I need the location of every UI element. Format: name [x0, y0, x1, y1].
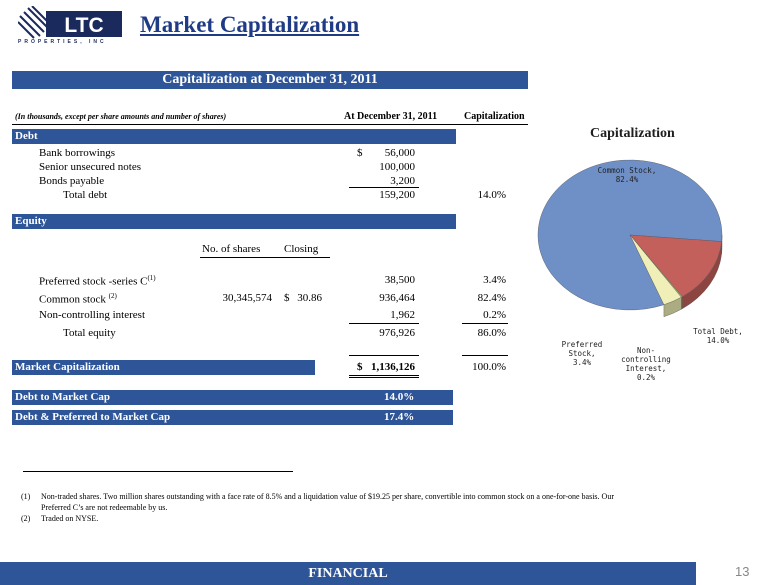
row-value: 38,500	[384, 274, 415, 286]
ratio-debt-to-market-cap: Debt to Market Cap 14.0%	[12, 390, 453, 405]
row-value: 56,000	[384, 147, 415, 159]
total-debt-label: Total debt	[63, 189, 108, 201]
row-shares: 30,345,574	[222, 292, 273, 304]
company-logo: LTC	[17, 5, 122, 50]
total-rule	[462, 355, 508, 356]
total-rule	[349, 355, 419, 356]
row-label: Bank borrowings	[39, 147, 116, 159]
footnote-number: (2)	[21, 514, 31, 523]
page-number: 13	[735, 564, 750, 579]
market-cap-currency: $	[357, 361, 363, 373]
market-cap-pct: 100.0%	[472, 361, 506, 373]
ratio-debt-preferred-to-market-cap: Debt & Preferred to Market Cap 17.4%	[12, 410, 453, 425]
footnote-ref: (2)	[108, 292, 117, 300]
subtotal-rule	[349, 187, 419, 188]
footnote-ref: (1)	[147, 274, 156, 282]
total-equity-pct: 86.0%	[477, 327, 506, 339]
row-label-preferred: Preferred stock -series C(1)	[39, 274, 156, 288]
slice-label-debt: Total Debt, 14.0%	[693, 327, 743, 345]
footnote-text: Preferred C’s are not redeemable by us.	[41, 503, 168, 512]
ratio-value: 14.0%	[384, 391, 415, 403]
row-label: Senior unsecured notes	[39, 161, 142, 173]
total-equity-label: Total equity	[63, 327, 116, 339]
footer-bar: FINANCIAL	[0, 562, 696, 585]
column-header-closing: Closing	[284, 243, 319, 255]
footnote-number: (1)	[21, 492, 31, 501]
double-rule	[349, 375, 419, 376]
capitalization-header: Capitalization at December 31, 2011	[12, 71, 528, 89]
header-rule	[12, 124, 528, 125]
row-closing: 30.86	[297, 292, 322, 304]
column-header-shares: No. of shares	[202, 243, 261, 255]
currency-symbol: $	[357, 147, 363, 159]
double-rule	[349, 377, 419, 378]
pie-chart	[537, 159, 723, 317]
row-label-common: Common stock (2)	[39, 292, 117, 306]
footnote-text: Non-traded shares. Two million shares ou…	[41, 492, 614, 501]
column-header-date: At December 31, 2011	[344, 111, 438, 122]
slice-label-noncontrolling: Non-controlling Interest, 0.2%	[621, 346, 671, 382]
logo-letters: LTC	[64, 14, 103, 37]
market-cap-label: Market Capitalization	[12, 360, 315, 375]
units-note: (In thousands, except per share amounts …	[15, 112, 227, 121]
row-value: 100,000	[379, 161, 415, 173]
chart-title: Capitalization	[590, 126, 675, 141]
row-pct: 3.4%	[483, 274, 506, 286]
row-value: 3,200	[390, 175, 415, 187]
footnote-text: Traded on NYSE.	[41, 514, 99, 523]
closing-currency: $	[284, 292, 290, 304]
shares-header-rule	[200, 257, 330, 258]
section-equity: Equity	[12, 214, 456, 229]
row-pct: 82.4%	[477, 292, 506, 304]
slice-label-preferred: Preferred Stock, 3.4%	[561, 340, 603, 367]
ratio-value: 17.4%	[384, 411, 415, 423]
total-equity-value: 976,926	[379, 327, 415, 339]
pie-slice-preferred-stock	[629, 234, 682, 305]
footnote-rule	[23, 471, 293, 472]
slice-label-common: Common Stock, 82.4%	[597, 166, 657, 184]
total-debt-value: 159,200	[379, 189, 415, 201]
row-value: 1,962	[390, 309, 415, 321]
page-title: Market Capitalization	[140, 12, 360, 37]
row-pct: 0.2%	[483, 309, 506, 321]
subtotal-rule	[349, 323, 419, 324]
market-cap-value: 1,136,126	[371, 361, 415, 373]
row-value: 936,464	[379, 292, 415, 304]
total-debt-pct: 14.0%	[477, 189, 506, 201]
logo-tagline: PROPERTIES, INC	[18, 39, 107, 45]
row-label: Bonds payable	[39, 175, 105, 187]
column-header-capitalization: Capitalization	[464, 111, 525, 122]
row-label: Non-controlling interest	[39, 309, 146, 321]
section-debt: Debt	[12, 129, 456, 144]
pie-slice-total-debt	[629, 234, 722, 297]
subtotal-rule	[462, 323, 508, 324]
